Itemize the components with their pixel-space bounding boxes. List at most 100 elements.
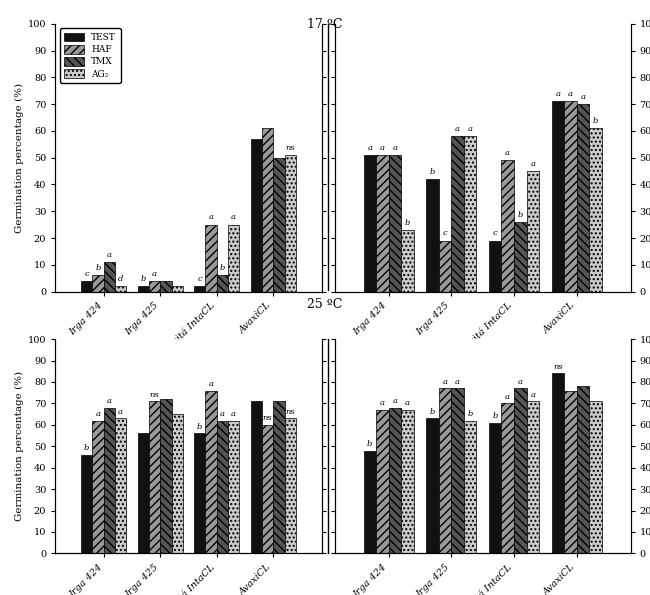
Bar bbox=[216, 275, 228, 292]
Bar bbox=[81, 281, 92, 292]
Bar bbox=[552, 101, 564, 292]
Bar bbox=[251, 139, 262, 292]
Text: b: b bbox=[220, 264, 225, 273]
Text: a: a bbox=[107, 397, 112, 405]
Bar bbox=[376, 155, 389, 292]
Bar bbox=[205, 390, 216, 553]
Bar bbox=[464, 421, 476, 553]
Bar bbox=[589, 401, 602, 553]
Text: a: a bbox=[96, 410, 101, 418]
Text: c: c bbox=[443, 230, 447, 237]
Text: b: b bbox=[430, 168, 435, 176]
Bar bbox=[426, 418, 439, 553]
Bar bbox=[81, 455, 92, 553]
Bar bbox=[389, 155, 401, 292]
Bar bbox=[589, 129, 602, 292]
Bar bbox=[194, 286, 205, 292]
Text: b: b bbox=[96, 264, 101, 273]
Text: b: b bbox=[84, 444, 90, 452]
Text: a: a bbox=[518, 378, 523, 386]
Bar bbox=[439, 240, 451, 292]
Bar bbox=[172, 414, 183, 553]
Text: a: a bbox=[568, 90, 573, 98]
Text: b: b bbox=[467, 410, 473, 418]
Text: a: a bbox=[405, 399, 410, 407]
Bar bbox=[401, 230, 413, 292]
Bar bbox=[426, 179, 439, 292]
Bar bbox=[526, 171, 539, 292]
Text: a: a bbox=[555, 90, 560, 98]
Bar bbox=[464, 136, 476, 292]
Text: a: a bbox=[580, 93, 586, 101]
Text: c: c bbox=[198, 275, 202, 283]
Legend: TEST, HAF, TMX, AG₂: TEST, HAF, TMX, AG₂ bbox=[60, 29, 121, 83]
Text: a: a bbox=[530, 391, 536, 399]
Text: ns: ns bbox=[285, 144, 295, 152]
Bar bbox=[489, 422, 501, 553]
Bar bbox=[285, 155, 296, 292]
Bar bbox=[514, 222, 526, 292]
Bar bbox=[451, 136, 464, 292]
Text: a: a bbox=[455, 125, 460, 133]
Text: ns: ns bbox=[263, 414, 272, 422]
Bar bbox=[577, 104, 589, 292]
Bar bbox=[104, 408, 115, 553]
Bar bbox=[251, 401, 262, 553]
Bar bbox=[564, 101, 577, 292]
Bar bbox=[439, 389, 451, 553]
Text: b: b bbox=[197, 423, 203, 431]
Text: 17 ºC: 17 ºC bbox=[307, 18, 343, 31]
Text: a: a bbox=[393, 144, 397, 152]
Text: a: a bbox=[505, 393, 510, 401]
Text: a: a bbox=[505, 149, 510, 157]
X-axis label: 7 DAS: 7 DAS bbox=[169, 358, 208, 371]
Text: a: a bbox=[443, 378, 447, 386]
Bar bbox=[273, 401, 285, 553]
X-axis label: 14 DAS: 14 DAS bbox=[459, 358, 506, 371]
Bar bbox=[92, 421, 104, 553]
Bar bbox=[172, 286, 183, 292]
Text: a: a bbox=[380, 144, 385, 152]
Bar bbox=[577, 386, 589, 553]
Bar bbox=[564, 390, 577, 553]
Text: a: a bbox=[118, 408, 124, 416]
Bar bbox=[161, 399, 172, 553]
Text: c: c bbox=[493, 230, 497, 237]
Bar bbox=[285, 418, 296, 553]
Text: a: a bbox=[393, 397, 397, 405]
Bar bbox=[262, 425, 273, 553]
Bar bbox=[115, 418, 126, 553]
Text: a: a bbox=[380, 399, 385, 407]
Bar bbox=[194, 433, 205, 553]
Bar bbox=[389, 408, 401, 553]
Bar bbox=[501, 403, 514, 553]
Text: d: d bbox=[118, 275, 124, 283]
Bar bbox=[161, 281, 172, 292]
Bar bbox=[205, 224, 216, 292]
Text: ns: ns bbox=[150, 391, 159, 399]
Text: a: a bbox=[530, 160, 536, 168]
Bar bbox=[92, 275, 104, 292]
Bar bbox=[363, 450, 376, 553]
Y-axis label: Germination percentage (%): Germination percentage (%) bbox=[14, 371, 23, 521]
Bar bbox=[149, 401, 161, 553]
Bar bbox=[489, 240, 501, 292]
Text: b: b bbox=[593, 117, 598, 125]
Bar bbox=[552, 374, 564, 553]
Text: a: a bbox=[455, 378, 460, 386]
Text: a: a bbox=[231, 214, 236, 221]
Bar bbox=[273, 158, 285, 292]
Text: b: b bbox=[140, 275, 146, 283]
Bar bbox=[451, 389, 464, 553]
Text: ns: ns bbox=[553, 363, 563, 371]
Bar bbox=[228, 224, 239, 292]
Bar bbox=[216, 421, 228, 553]
Bar bbox=[501, 161, 514, 292]
Bar bbox=[526, 401, 539, 553]
Bar bbox=[138, 433, 149, 553]
Text: a: a bbox=[467, 125, 473, 133]
Text: a: a bbox=[209, 214, 214, 221]
Text: b: b bbox=[517, 211, 523, 219]
Bar bbox=[138, 286, 149, 292]
Text: a: a bbox=[367, 144, 372, 152]
